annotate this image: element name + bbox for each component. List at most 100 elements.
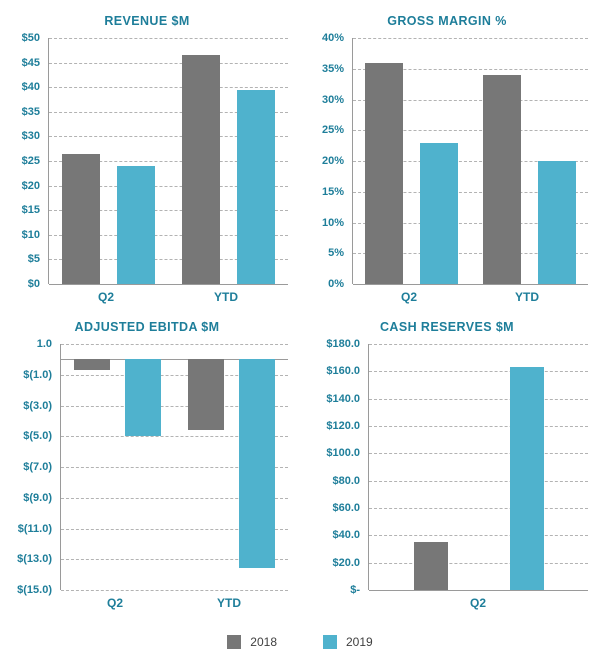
bar-slot [181,38,220,284]
bar-group-q2 [413,344,544,590]
y-tick-label: 30% [321,93,344,106]
bar-slot [74,344,111,590]
y-tick-label: 10% [321,216,344,229]
y-tick-label: $(5.0) [23,430,52,443]
y-axis: $180.0 $160.0 $140.0 $120.0 $100.0 $80.0 $60.0… [306,338,368,596]
gridline [353,191,588,193]
gridline [353,222,588,224]
x-axis-labels: Q2 YTD [60,590,288,616]
x-category-label-q2: Q2 [400,290,417,304]
gridline [369,535,588,537]
plot-area [48,38,288,285]
gridline [61,467,288,468]
chart-gross-margin: GROSS MARGIN % 40% 35% 30% 25% 20% 15% 10% 5% 0%… [300,4,600,310]
chart-grid: REVENUE $M $50 $45 $40 $35 $30 $25 $20 $15 $10 $5… [0,4,600,616]
legend-label-2018: 2018 [250,635,277,649]
gridline [49,111,288,113]
y-tick-label: 0% [328,278,344,290]
chart-title-adjusted-ebitda: ADJUSTED EBITDA $M [74,320,220,334]
bar-2018-ytd [482,74,521,284]
y-axis: 1.0 $(1.0) $(3.0) $(5.0) $(7.0) $(9.0) $(11.0)… [6,338,60,596]
plot-area [352,38,588,285]
y-tick-label: 5% [328,247,344,260]
y-tick-label: $0 [27,278,40,290]
gridline [61,374,288,376]
y-tick-label: $(9.0) [23,491,52,504]
x-axis-labels: Q2 [368,590,588,616]
gridline [49,210,288,212]
y-tick-label: $160.0 [326,365,360,378]
x-category-label-ytd: YTD [216,596,241,610]
gridline [49,161,288,162]
y-tick-label: 15% [321,185,344,198]
gridline [353,68,588,70]
gridline [61,497,288,499]
x-category-label-ytd: YTD [514,290,539,304]
gridline [49,62,288,64]
y-tick-label: 40% [321,32,344,44]
bar-2019-q2 [117,165,156,284]
bar-slot [365,38,404,284]
bar-2019-ytd [236,89,275,284]
legend-item-2019: 2019 [323,635,373,649]
y-tick-label: 1.0 [36,338,52,350]
y-axis: $50 $45 $40 $35 $30 $25 $20 $15 $10 $5 $0 [6,32,48,290]
x-category-label-q2: Q2 [106,596,123,610]
bar-group-q2 [365,38,459,284]
chart-adjusted-ebitda: ADJUSTED EBITDA $M 1.0 $(1.0) $(3.0) $(5.0)… [0,310,300,616]
bar-slot [509,344,544,590]
y-tick-label: $25 [21,155,40,167]
y-tick-label: $10 [21,228,40,241]
y-tick-label: $20.0 [332,556,360,569]
y-tick-label: $120.0 [326,420,360,432]
y-tick-label: $(15.0) [17,584,52,596]
bar-slot [420,38,459,284]
gridline [369,344,588,345]
y-tick-label: $100.0 [326,447,360,460]
gridline [353,99,588,101]
zero-axis-line [353,284,588,285]
gridline [49,38,288,39]
gridline [353,161,588,162]
gridline [61,344,288,345]
legend-label-2019: 2019 [346,635,373,649]
legend-swatch-2019 [323,635,337,649]
y-tick-label: $50 [21,32,40,44]
zero-axis-line [61,359,288,361]
bar-2019-q2 [125,359,162,437]
bar-groups [353,38,588,284]
bar-2019-q2 [509,367,544,590]
gridline [49,259,288,261]
gridline [61,528,288,530]
bar-slot [482,38,521,284]
bar-slot [413,344,448,590]
y-tick-label: $180.0 [326,338,360,350]
gridline [369,508,588,509]
bar-slot [537,38,576,284]
chart-revenue: REVENUE $M $50 $45 $40 $35 $30 $25 $20 $15 $10 $5… [0,4,300,310]
bar-2018-ytd [187,359,224,431]
bar-2018-q2 [62,153,101,284]
x-axis-labels: Q2 YTD [352,284,588,310]
gridline [61,559,288,561]
legend-swatch-2018 [227,635,242,649]
x-category-label-q2: Q2 [469,596,486,610]
bar-groups [61,344,288,590]
y-tick-label: $(3.0) [23,399,52,412]
bar-2018-q2 [413,542,448,590]
y-tick-label: $35 [21,105,40,118]
chart-body: $50 $45 $40 $35 $30 $25 $20 $15 $10 $5 $0 [6,32,288,290]
bar-2018-ytd [181,55,220,284]
gridline [61,405,288,407]
gridline [353,130,588,132]
bar-2018-q2 [74,359,111,371]
y-tick-label: 25% [321,124,344,137]
gridlines [61,344,288,591]
bar-slot [238,344,275,590]
bar-2018-q2 [365,62,404,284]
bar-groups [369,344,588,590]
y-tick-label: $(13.0) [17,553,52,566]
bar-group-q2 [62,38,156,284]
chart-title-gross-margin: GROSS MARGIN % [387,14,507,28]
bar-slot [187,344,224,590]
